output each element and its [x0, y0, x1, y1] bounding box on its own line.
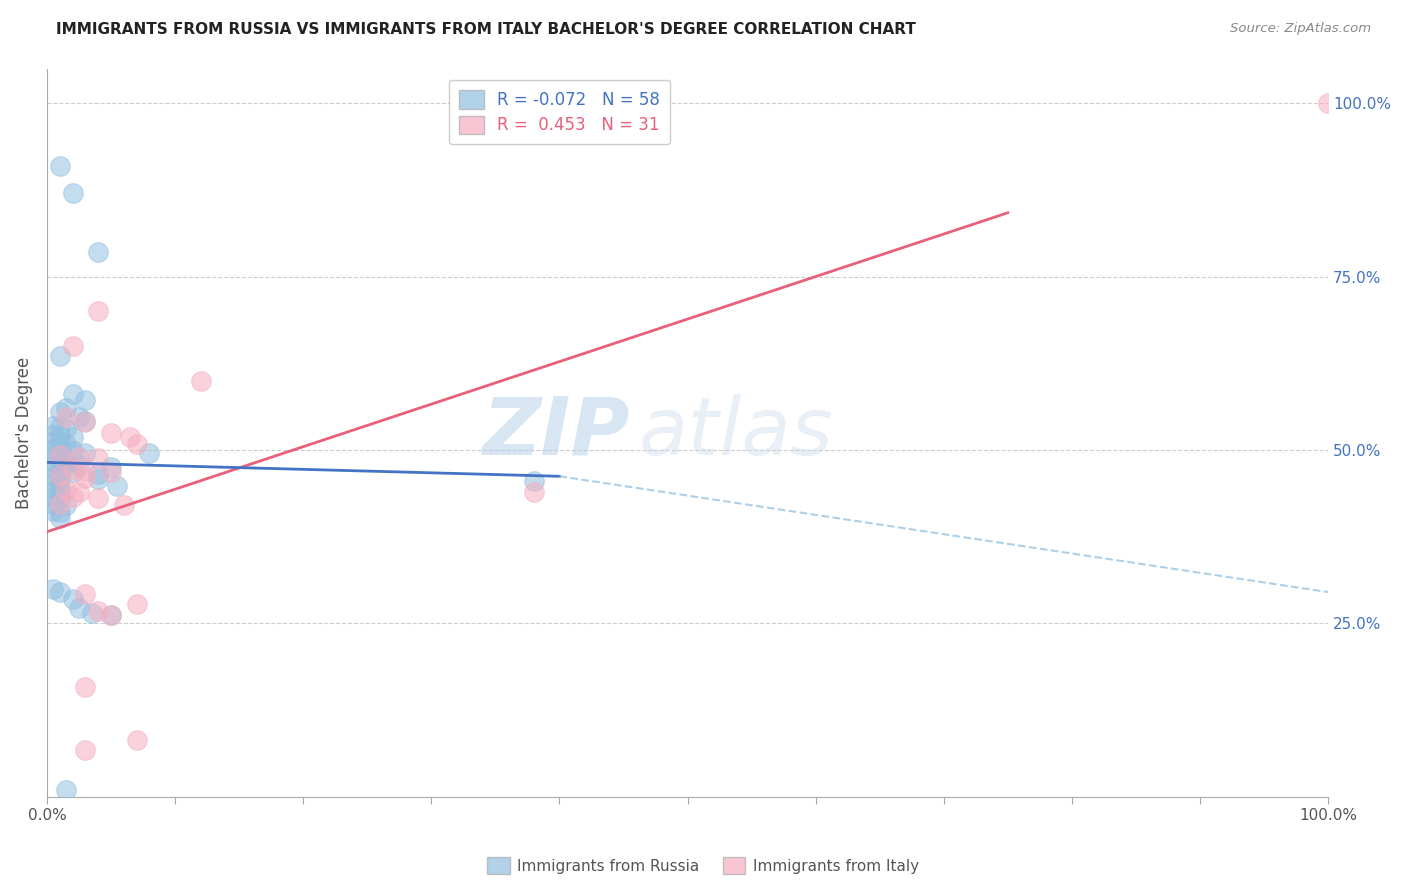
Point — [1317, 96, 1340, 111]
Point — [62, 430, 84, 444]
Legend: R = -0.072   N = 58, R =  0.453   N = 31: R = -0.072 N = 58, R = 0.453 N = 31 — [449, 80, 671, 145]
Point — [523, 484, 546, 499]
Point — [48, 511, 70, 525]
Point — [75, 446, 97, 460]
Point — [48, 484, 70, 499]
Point — [48, 159, 70, 173]
Point — [42, 504, 65, 518]
Point — [87, 491, 110, 506]
Point — [87, 472, 110, 486]
Point — [55, 409, 77, 424]
Point — [87, 304, 110, 318]
Point — [87, 604, 110, 618]
Point — [48, 420, 70, 434]
Point — [62, 186, 84, 201]
Point — [48, 471, 70, 485]
Point — [42, 455, 65, 469]
Point — [67, 450, 90, 464]
Point — [48, 349, 70, 363]
Point — [87, 451, 110, 466]
Point — [55, 499, 77, 513]
Point — [48, 505, 70, 519]
Point — [48, 469, 70, 483]
Y-axis label: Bachelor's Degree: Bachelor's Degree — [15, 357, 32, 508]
Point — [42, 483, 65, 498]
Point — [48, 491, 70, 506]
Point — [87, 467, 110, 481]
Point — [100, 465, 122, 479]
Point — [42, 434, 65, 449]
Point — [75, 414, 97, 428]
Point — [62, 462, 84, 476]
Point — [62, 490, 84, 504]
Point — [48, 442, 70, 457]
Text: IMMIGRANTS FROM RUSSIA VS IMMIGRANTS FROM ITALY BACHELOR'S DEGREE CORRELATION CH: IMMIGRANTS FROM RUSSIA VS IMMIGRANTS FRO… — [56, 22, 917, 37]
Point — [523, 474, 546, 488]
Text: Source: ZipAtlas.com: Source: ZipAtlas.com — [1230, 22, 1371, 36]
Point — [48, 585, 70, 599]
Point — [120, 430, 142, 444]
Text: ZIP: ZIP — [482, 393, 630, 472]
Point — [125, 732, 148, 747]
Point — [75, 392, 97, 407]
Point — [42, 490, 65, 504]
Point — [48, 464, 70, 478]
Point — [42, 442, 65, 456]
Point — [75, 587, 97, 601]
Point — [100, 425, 122, 440]
Point — [100, 607, 122, 622]
Point — [42, 427, 65, 442]
Point — [62, 444, 84, 458]
Point — [138, 446, 160, 460]
Point — [42, 582, 65, 596]
Point — [75, 471, 97, 485]
Point — [48, 405, 70, 419]
Point — [48, 436, 70, 450]
Point — [42, 476, 65, 491]
Point — [67, 601, 90, 615]
Point — [48, 477, 70, 491]
Point — [100, 459, 122, 474]
Point — [55, 422, 77, 436]
Point — [67, 409, 90, 424]
Point — [87, 245, 110, 260]
Point — [75, 742, 97, 756]
Point — [55, 457, 77, 471]
Point — [42, 418, 65, 433]
Point — [75, 464, 97, 478]
Point — [125, 437, 148, 451]
Point — [48, 497, 70, 511]
Point — [75, 680, 97, 694]
Point — [67, 458, 90, 473]
Point — [62, 465, 84, 479]
Point — [42, 497, 65, 511]
Text: atlas: atlas — [638, 393, 834, 472]
Point — [62, 387, 84, 401]
Point — [55, 437, 77, 451]
Point — [100, 607, 122, 622]
Point — [42, 462, 65, 476]
Point — [125, 597, 148, 611]
Point — [42, 449, 65, 463]
Point — [105, 479, 128, 493]
Point — [112, 499, 135, 513]
Point — [190, 374, 212, 388]
Point — [67, 484, 90, 499]
Point — [55, 401, 77, 416]
Point — [55, 782, 77, 797]
Point — [75, 415, 97, 429]
Point — [48, 429, 70, 443]
Point — [48, 450, 70, 464]
Point — [55, 451, 77, 466]
Point — [62, 592, 84, 607]
Point — [42, 469, 65, 483]
Point — [62, 339, 84, 353]
Point — [80, 606, 103, 620]
Point — [48, 449, 70, 463]
Legend: Immigrants from Russia, Immigrants from Italy: Immigrants from Russia, Immigrants from … — [481, 851, 925, 880]
Point — [55, 483, 77, 498]
